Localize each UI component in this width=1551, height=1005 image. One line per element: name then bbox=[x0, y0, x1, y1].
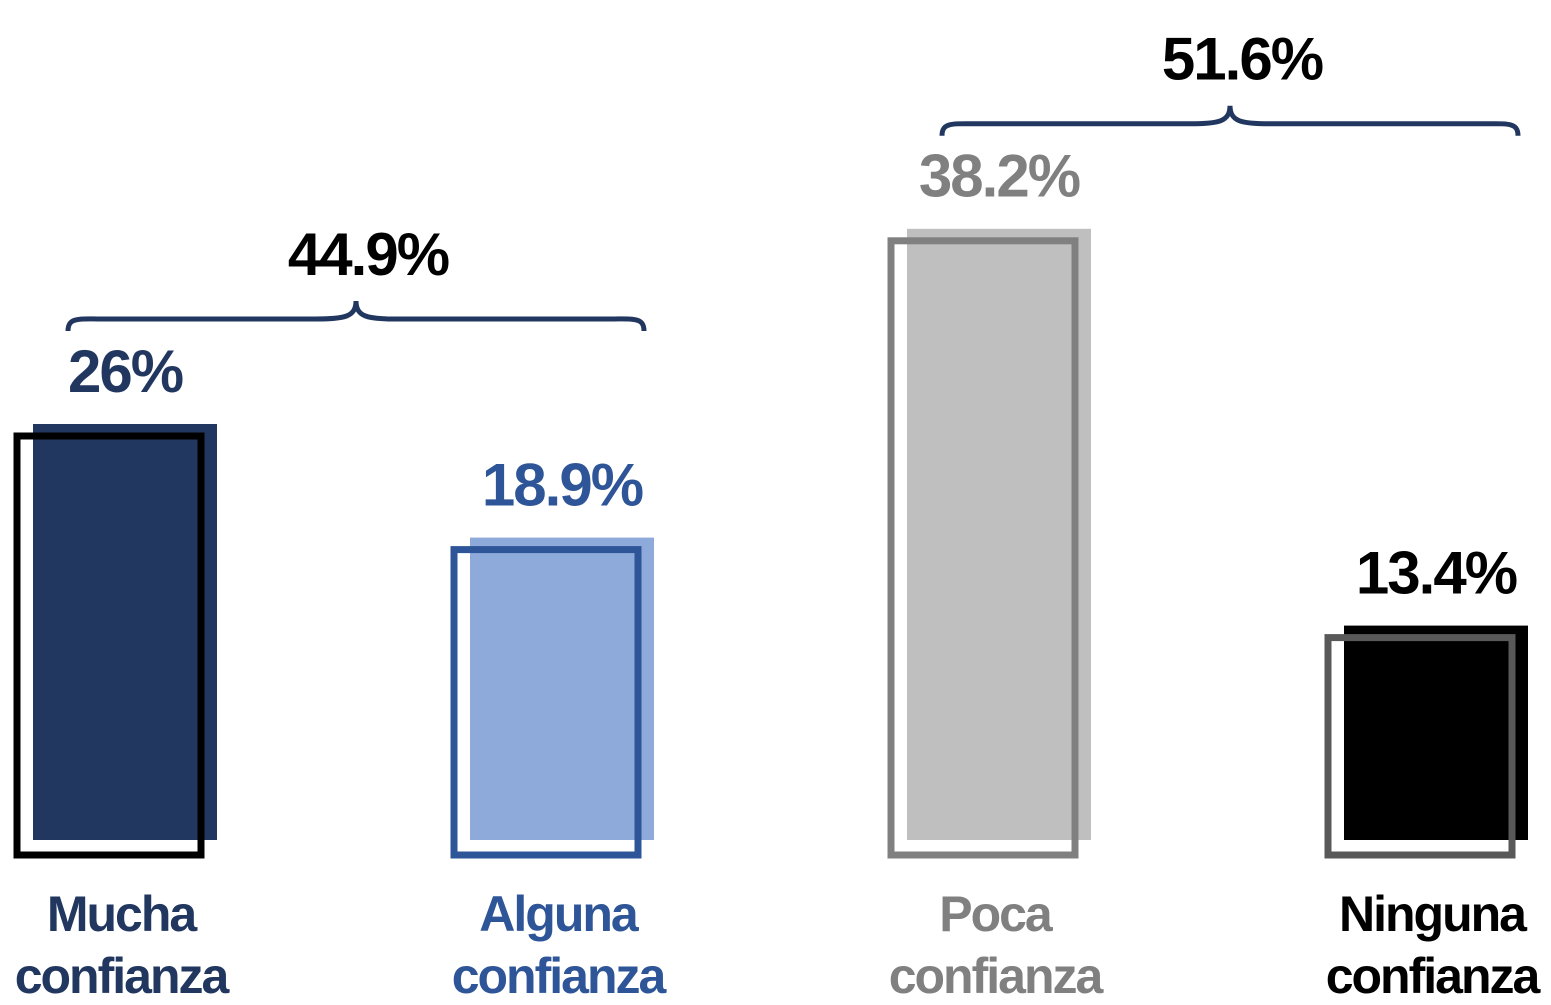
bar bbox=[1344, 625, 1528, 840]
bar-outline bbox=[1324, 634, 1516, 859]
bracket-label: 44.9% bbox=[288, 221, 449, 288]
bar-outline bbox=[13, 432, 205, 859]
bracket bbox=[939, 105, 1521, 137]
category-label: Mucha confianza bbox=[15, 886, 231, 1004]
bracket bbox=[65, 300, 647, 332]
category-label: Ninguna confianza bbox=[1326, 886, 1542, 1004]
value-label: 26% bbox=[68, 338, 183, 405]
bar bbox=[33, 424, 217, 840]
category-label: Alguna confianza bbox=[452, 886, 668, 1004]
value-label: 13.4% bbox=[1356, 539, 1517, 606]
category-label: Poca confianza bbox=[889, 886, 1105, 1004]
bar bbox=[907, 228, 1091, 841]
bar-outline bbox=[450, 546, 642, 859]
bracket-label: 51.6% bbox=[1162, 26, 1323, 93]
bar bbox=[470, 537, 654, 840]
bar-outline bbox=[887, 237, 1079, 859]
value-label: 38.2% bbox=[919, 143, 1080, 210]
value-label: 18.9% bbox=[482, 451, 643, 518]
